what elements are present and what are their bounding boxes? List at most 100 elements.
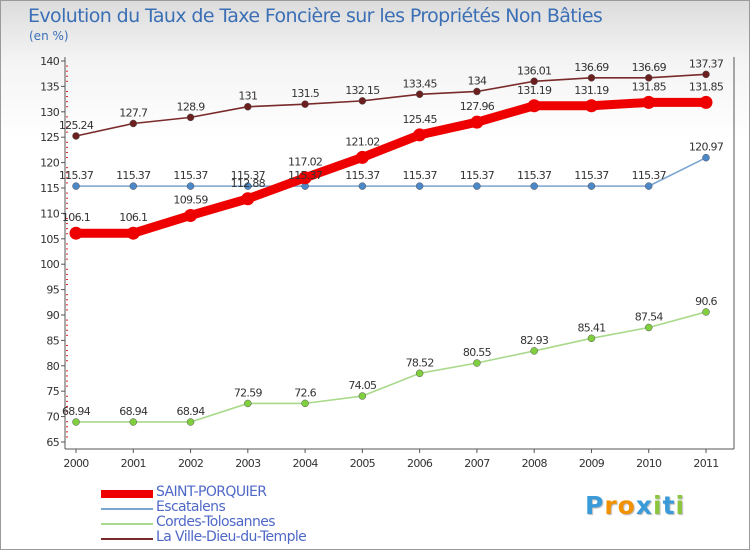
series-line-escatalens	[75, 156, 707, 187]
y-tick-label: 130	[40, 106, 60, 119]
data-label-la-ville-dieu-du-temple: 127.7	[119, 106, 148, 119]
x-tick-label: 2000	[63, 457, 89, 470]
data-label-cordes-tolosannes: 80.55	[463, 346, 492, 359]
data-label-la-ville-dieu-du-temple: 136.69	[632, 61, 667, 74]
data-point-saint-porquier	[584, 99, 598, 113]
data-label-la-ville-dieu-du-temple: 128.9	[177, 100, 206, 113]
logo-letter: x	[635, 491, 653, 520]
data-point-cordes-tolosannes	[702, 308, 710, 316]
y-tick-label: 105	[40, 233, 60, 246]
data-point-saint-porquier	[355, 150, 369, 164]
data-label-cordes-tolosannes: 87.54	[635, 310, 664, 323]
y-tick-label: 70	[46, 411, 59, 424]
data-point-la-ville-dieu-du-temple	[186, 113, 195, 122]
data-point-saint-porquier	[527, 99, 541, 113]
data-point-escatalens	[644, 182, 653, 190]
data-label-saint-porquier: 112.88	[231, 177, 266, 190]
data-point-saint-porquier	[470, 115, 484, 129]
y-tick-label: 135	[40, 80, 60, 93]
data-label-la-ville-dieu-du-temple: 134	[467, 74, 487, 87]
data-label-escatalens: 115.37	[231, 169, 266, 182]
x-tick-label: 2009	[579, 457, 605, 470]
data-point-escatalens	[702, 153, 710, 162]
data-label-cordes-tolosannes: 72.6	[294, 386, 316, 399]
data-label-escatalens: 115.37	[59, 169, 94, 182]
legend-label: SAINT-PORQUIER	[156, 484, 267, 500]
data-label-la-ville-dieu-du-temple: 136.69	[574, 61, 609, 74]
data-label-saint-porquier: 131.85	[632, 80, 667, 93]
data-point-escatalens	[473, 182, 481, 190]
data-label-escatalens: 115.37	[173, 169, 208, 182]
y-tick-label: 140	[40, 55, 60, 68]
data-label-cordes-tolosannes: 72.59	[234, 386, 263, 399]
data-point-saint-porquier	[298, 171, 312, 185]
data-point-la-ville-dieu-du-temple	[702, 70, 710, 79]
data-point-saint-porquier	[184, 208, 198, 222]
data-label-la-ville-dieu-du-temple: 125.24	[59, 119, 94, 132]
data-point-cordes-tolosannes	[186, 418, 195, 426]
legend-swatch-cordes-tolosannes	[101, 523, 153, 525]
data-point-cordes-tolosannes	[72, 418, 80, 426]
x-tick-label: 2002	[178, 457, 203, 470]
data-point-cordes-tolosannes	[244, 399, 252, 408]
data-point-saint-porquier	[241, 192, 255, 206]
data-point-saint-porquier	[413, 128, 427, 142]
series-line-cordes-tolosannes	[75, 311, 707, 423]
y-tick-label: 125	[40, 131, 60, 144]
data-point-cordes-tolosannes	[473, 359, 481, 367]
data-point-cordes-tolosannes	[530, 347, 538, 355]
chart-title: Evolution du Taux de Taxe Foncière sur l…	[28, 5, 603, 27]
x-tick-label: 2001	[121, 457, 146, 470]
data-point-la-ville-dieu-du-temple	[530, 77, 538, 86]
data-point-la-ville-dieu-du-temple	[473, 87, 481, 96]
data-point-escatalens	[587, 182, 596, 190]
data-point-escatalens	[530, 182, 538, 190]
data-label-cordes-tolosannes: 85.41	[577, 321, 605, 334]
logo-letter: t	[662, 491, 676, 520]
data-point-saint-porquier	[699, 95, 713, 109]
data-label-saint-porquier: 127.96	[460, 100, 495, 113]
y-axis-unit: (en %)	[29, 29, 69, 43]
data-point-la-ville-dieu-du-temple	[358, 97, 367, 105]
data-label-escatalens: 115.37	[517, 169, 552, 182]
x-tick-label: 2005	[350, 457, 376, 470]
x-tick-label: 2003	[235, 457, 261, 470]
data-point-escatalens	[72, 182, 80, 190]
data-label-saint-porquier: 131.85	[689, 80, 724, 93]
data-label-cordes-tolosannes: 68.94	[177, 405, 206, 418]
x-tick-label: 2010	[636, 457, 662, 470]
logo-letter: i	[653, 491, 663, 520]
logo-letter: i	[675, 491, 686, 520]
series-line-la-ville-dieu-du-temple	[75, 73, 707, 137]
y-tick-label: 80	[46, 360, 59, 373]
data-point-saint-porquier	[69, 226, 83, 240]
logo-letter: o	[617, 491, 636, 520]
data-label-saint-porquier: 121.02	[345, 135, 379, 148]
data-label-la-ville-dieu-du-temple: 131	[238, 90, 257, 103]
data-point-cordes-tolosannes	[301, 399, 309, 408]
data-point-la-ville-dieu-du-temple	[644, 74, 653, 82]
data-label-saint-porquier: 131.19	[517, 84, 552, 97]
data-point-escatalens	[415, 182, 424, 190]
x-tick-label: 2004	[292, 457, 318, 470]
data-point-saint-porquier	[642, 95, 656, 109]
y-tick-label: 95	[46, 284, 59, 297]
y-tick-label: 90	[46, 309, 59, 322]
data-label-saint-porquier: 106.1	[62, 211, 90, 224]
legend-swatch-escatalens	[101, 508, 153, 510]
data-label-la-ville-dieu-du-temple: 132.15	[345, 84, 380, 97]
data-point-la-ville-dieu-du-temple	[129, 119, 138, 128]
y-tick-label: 120	[40, 157, 60, 170]
data-point-saint-porquier	[126, 226, 140, 240]
data-label-escatalens: 115.37	[632, 169, 667, 182]
data-point-la-ville-dieu-du-temple	[587, 74, 596, 82]
data-point-cordes-tolosannes	[415, 369, 424, 378]
data-point-la-ville-dieu-du-temple	[72, 132, 80, 140]
data-point-escatalens	[186, 182, 195, 190]
x-tick-label: 2008	[522, 457, 548, 470]
data-label-saint-porquier: 109.59	[173, 193, 208, 206]
x-tick-label: 2007	[464, 457, 490, 470]
data-label-escatalens: 115.37	[288, 169, 323, 182]
data-point-cordes-tolosannes	[358, 392, 367, 400]
